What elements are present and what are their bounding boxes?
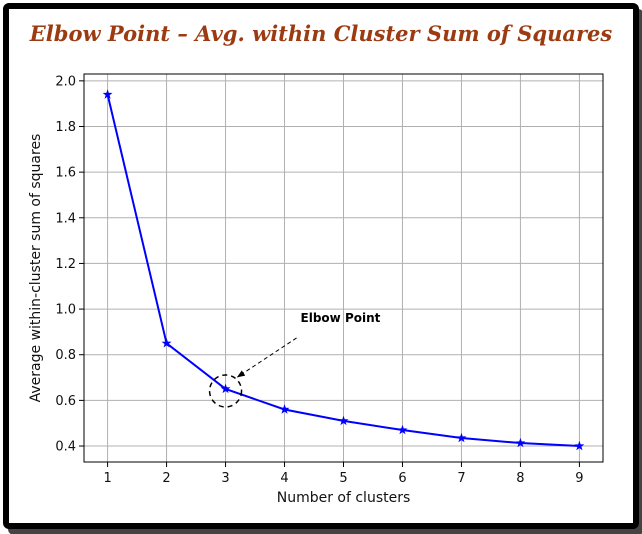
x-tick-label: 9 bbox=[575, 471, 583, 486]
x-tick-label: 1 bbox=[103, 471, 111, 486]
y-tick-label: 1.6 bbox=[55, 166, 76, 181]
data-point-star bbox=[515, 437, 526, 448]
y-tick-label: 1.0 bbox=[55, 303, 76, 318]
y-ticks: 0.4 0.6 0.8 1.0 1.2 1.4 1.6 1.8 2.0 bbox=[55, 74, 84, 455]
x-ticks: 1 2 3 4 5 6 7 8 9 bbox=[103, 462, 584, 486]
y-tick-label: 0.4 bbox=[55, 440, 76, 455]
data-point-star bbox=[397, 424, 408, 435]
data-point-star bbox=[161, 338, 172, 348]
x-tick-label: 5 bbox=[339, 471, 347, 486]
elbow-circle bbox=[208, 374, 243, 408]
x-axis-label: Number of clusters bbox=[277, 490, 411, 506]
data-point-star bbox=[456, 432, 467, 443]
y-tick-label: 0.8 bbox=[55, 348, 76, 363]
data-point-star bbox=[102, 89, 113, 99]
data-point-star bbox=[279, 404, 290, 414]
y-tick-label: 1.2 bbox=[55, 257, 76, 272]
x-tick-label: 8 bbox=[516, 471, 524, 486]
chart-title: Elbow Point – Avg. within Cluster Sum of… bbox=[29, 21, 613, 46]
y-tick-label: 1.8 bbox=[55, 120, 76, 135]
x-tick-label: 4 bbox=[280, 471, 288, 486]
data-point-star bbox=[220, 383, 231, 394]
annotation-arrow bbox=[236, 337, 297, 378]
grid-lines bbox=[84, 74, 603, 462]
series-layer bbox=[102, 89, 585, 451]
data-point-star bbox=[574, 440, 585, 451]
y-tick-label: 1.4 bbox=[55, 211, 76, 226]
x-tick-label: 2 bbox=[162, 471, 170, 486]
y-tick-label: 2.0 bbox=[55, 74, 76, 89]
x-tick-label: 6 bbox=[398, 471, 406, 486]
y-tick-label: 0.6 bbox=[55, 394, 76, 409]
y-axis-label: Average within-cluster sum of squares bbox=[28, 134, 44, 403]
data-point-star bbox=[338, 415, 349, 426]
x-tick-label: 7 bbox=[457, 471, 465, 486]
annotation-label: Elbow Point bbox=[301, 311, 381, 325]
x-tick-label: 3 bbox=[221, 471, 229, 486]
chart-frame bbox=[3, 3, 639, 529]
annotation-layer: Elbow Point bbox=[208, 311, 381, 408]
